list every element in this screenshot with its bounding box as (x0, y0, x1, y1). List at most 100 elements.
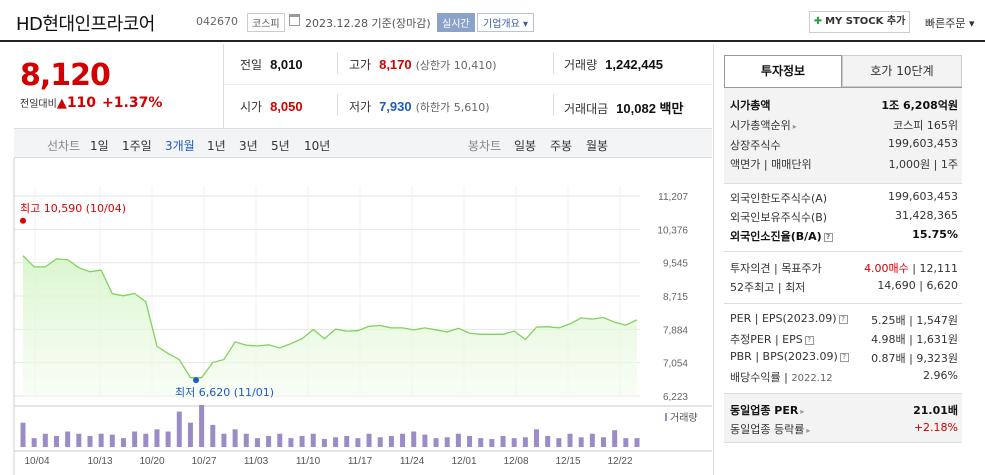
volume-bar (589, 433, 595, 447)
volume-legend-swatch (665, 413, 667, 421)
volume-bar (243, 433, 249, 447)
volume-bar (299, 435, 305, 447)
price-chart: 11,207 10,376 9,545 8,715 7,884 7,054 6,223 최고… (13, 158, 712, 475)
volume-bar (20, 422, 26, 447)
volume-bar (277, 433, 283, 447)
volume-bar (120, 438, 126, 447)
y-tick-label: 11,207 (658, 192, 688, 203)
volume-bar (444, 437, 450, 447)
help-icon: ? (839, 352, 849, 362)
realtime-button[interactable]: 실시간 (437, 13, 475, 32)
section-divider (724, 442, 962, 443)
period-3y[interactable]: 3년 (239, 139, 258, 153)
volume-bar (623, 438, 629, 447)
candle-daily[interactable]: 일봉 (514, 139, 537, 153)
tab-underline (724, 87, 962, 88)
volume-bar (154, 429, 160, 447)
candle-weekly[interactable]: 주봉 (550, 139, 573, 153)
volume-bar (634, 438, 640, 447)
volume-bar (266, 435, 272, 447)
x-tick-label: 11/24 (400, 456, 425, 467)
y-tick-label: 10,376 (657, 225, 688, 236)
y-tick-label: 6,223 (663, 392, 688, 403)
row-par-unit: 액면가 | 매매단위 1,000원 | 1주 (730, 158, 958, 171)
stat-volume: 거래량 1,242,445 (564, 57, 663, 72)
price-change: 전일대비▲110 +1.37% (20, 95, 162, 111)
y-tick-label: 8,715 (663, 292, 688, 303)
volume-bar (612, 430, 618, 447)
y-tick-label: 9,545 (663, 259, 688, 270)
volume-bar (199, 405, 205, 447)
volume-bar (321, 439, 327, 447)
period-3m[interactable]: 3개월 (165, 139, 195, 153)
row-divider (224, 84, 712, 85)
arrow-right-icon: ▸ (792, 122, 797, 131)
x-tick-label: 11/10 (296, 456, 321, 467)
max-label: 최고 10,590 (10/04) (20, 202, 126, 215)
volume-bar (578, 437, 584, 447)
volume-bar (176, 411, 182, 447)
volume-bar (388, 435, 394, 447)
volume-bar (310, 433, 316, 447)
mystock-add-button[interactable]: ✚ MY STOCK 추가 (809, 11, 910, 33)
volume-bar (489, 439, 495, 447)
x-tick-label: 10/13 (87, 456, 112, 467)
volume-bar (132, 431, 138, 447)
x-tick-label: 12/15 (555, 456, 580, 467)
volume-bar (422, 434, 428, 447)
change-percent: +1.37% (102, 95, 163, 111)
stock-name: HD현대인프라코어 (16, 14, 155, 35)
help-icon: ? (823, 232, 833, 242)
candle-monthly[interactable]: 월봉 (586, 139, 609, 153)
volume-bar (545, 435, 551, 447)
price-line (22, 255, 638, 379)
x-tick-label: 10/04 (24, 456, 49, 467)
current-price: 8,120 (20, 58, 111, 93)
row-shares: 상장주식수 199,603,453 (730, 137, 958, 152)
row-foreign-limit: 외국인한도주식수(A) 199,603,453 (730, 190, 958, 205)
volume-bar (254, 438, 260, 447)
row-per-eps: PER | EPS(2023.09)? 5.25배 | 1,547원 (730, 312, 958, 327)
period-1w[interactable]: 1주일 (122, 139, 152, 153)
max-marker (20, 217, 26, 224)
section-divider (724, 393, 962, 394)
volume-bar (87, 435, 93, 447)
row-opinion: 투자의견 | 목표주가 4.00매수 | 12,111 (730, 262, 958, 275)
volume-bar (556, 438, 562, 447)
row-industry-change: 동일업종 등락률 ▸ +2.18% (730, 421, 958, 436)
row-foreign-ratio: 외국인소진율(B/A)? 15.75% (730, 228, 958, 243)
y-tick-label: 7,054 (663, 359, 688, 370)
x-tick-label: 12/01 (451, 456, 476, 467)
corp-overview-dropdown[interactable]: 기업개요 ▾ (477, 13, 534, 32)
volume-bar (232, 429, 238, 447)
arrow-right-icon: ▸ (800, 407, 805, 416)
quick-order-dropdown[interactable]: 빠른주문 ▾ (925, 17, 975, 30)
tab-invest-info[interactable]: 투자정보 (724, 55, 842, 87)
volume-bar (534, 429, 540, 447)
row-foreign-hold: 외국인보유주식수(B) 31,428,365 (730, 209, 958, 224)
calendar-icon (289, 14, 300, 26)
volume-bar (433, 438, 439, 447)
period-1d[interactable]: 1일 (90, 139, 109, 153)
price-summary: 8,120 전일대비▲110 +1.37% (14, 44, 224, 128)
min-marker (193, 377, 200, 384)
volume-bar (42, 433, 48, 447)
volume-bar (455, 433, 461, 447)
period-5y[interactable]: 5년 (271, 139, 290, 153)
period-1y[interactable]: 1년 (207, 139, 226, 153)
volume-bar (500, 435, 506, 447)
help-icon: ? (838, 314, 848, 324)
volume-bar (221, 433, 227, 447)
volume-bar (411, 431, 417, 447)
row-market-cap: 시가총액 1조 6,208억원 (730, 99, 958, 112)
volume-bar (165, 431, 171, 447)
volume-bar (511, 438, 517, 447)
arrow-right-icon: ▸ (806, 426, 811, 435)
x-tick-label: 11/17 (348, 456, 373, 467)
divider (337, 52, 338, 74)
tab-orderbook[interactable]: 호가 10단계 (842, 55, 962, 87)
plus-icon: ✚ (813, 16, 823, 27)
price-area (23, 255, 637, 396)
volume-bar (53, 435, 59, 447)
period-10y[interactable]: 10년 (304, 139, 331, 153)
